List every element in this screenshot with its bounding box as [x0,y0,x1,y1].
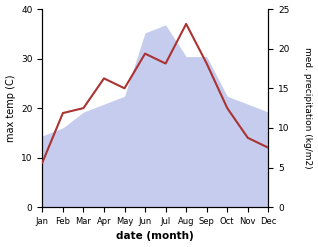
Y-axis label: max temp (C): max temp (C) [5,74,16,142]
X-axis label: date (month): date (month) [116,231,194,242]
Y-axis label: med. precipitation (kg/m2): med. precipitation (kg/m2) [303,47,313,169]
